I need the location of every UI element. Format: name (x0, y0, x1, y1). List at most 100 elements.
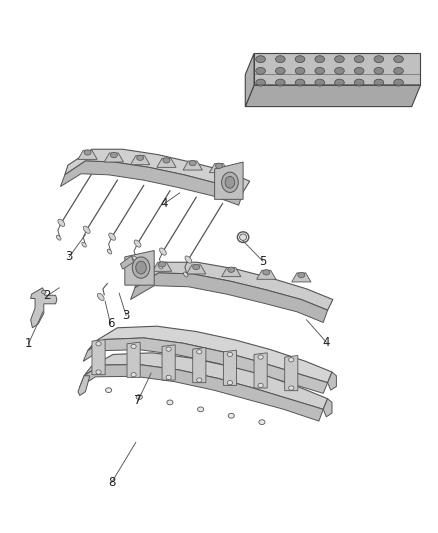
Ellipse shape (197, 378, 202, 382)
Ellipse shape (228, 267, 235, 272)
Ellipse shape (354, 56, 364, 63)
Ellipse shape (354, 68, 364, 74)
Ellipse shape (295, 68, 305, 74)
Ellipse shape (222, 172, 238, 192)
Ellipse shape (84, 150, 91, 155)
Ellipse shape (166, 375, 171, 379)
Ellipse shape (227, 381, 233, 385)
Text: 6: 6 (106, 317, 114, 330)
Polygon shape (88, 326, 332, 383)
Ellipse shape (256, 68, 265, 74)
Polygon shape (222, 268, 241, 277)
Ellipse shape (315, 79, 325, 86)
Ellipse shape (132, 257, 150, 278)
Text: 3: 3 (123, 309, 130, 322)
Ellipse shape (228, 414, 234, 418)
Text: 7: 7 (134, 394, 142, 407)
Ellipse shape (225, 176, 235, 188)
Ellipse shape (237, 232, 249, 243)
Ellipse shape (158, 264, 162, 269)
Ellipse shape (315, 68, 325, 74)
Ellipse shape (259, 420, 265, 424)
Ellipse shape (133, 256, 137, 261)
Polygon shape (135, 262, 333, 310)
Ellipse shape (42, 290, 46, 294)
Ellipse shape (258, 383, 263, 387)
Polygon shape (245, 53, 254, 107)
Ellipse shape (394, 68, 403, 74)
Polygon shape (92, 340, 105, 375)
Text: 4: 4 (322, 336, 330, 349)
Ellipse shape (58, 219, 65, 227)
Polygon shape (65, 149, 250, 192)
Polygon shape (104, 153, 124, 162)
Polygon shape (254, 353, 267, 388)
Ellipse shape (163, 158, 170, 163)
Polygon shape (254, 53, 420, 85)
Ellipse shape (137, 155, 144, 160)
Ellipse shape (256, 56, 265, 63)
Ellipse shape (106, 387, 112, 392)
Text: 5: 5 (259, 255, 266, 268)
Polygon shape (78, 150, 97, 159)
Polygon shape (60, 161, 243, 205)
Ellipse shape (256, 79, 265, 86)
Polygon shape (193, 348, 206, 383)
Ellipse shape (315, 56, 325, 63)
Polygon shape (131, 273, 328, 322)
Polygon shape (152, 262, 172, 271)
Polygon shape (245, 85, 420, 107)
Ellipse shape (374, 68, 384, 74)
Ellipse shape (110, 152, 117, 158)
Polygon shape (209, 164, 229, 173)
Polygon shape (127, 342, 140, 377)
Polygon shape (120, 256, 134, 269)
Text: 2: 2 (43, 289, 51, 302)
Polygon shape (157, 158, 176, 167)
Ellipse shape (97, 293, 104, 301)
Ellipse shape (335, 68, 344, 74)
Ellipse shape (295, 79, 305, 86)
Ellipse shape (57, 235, 61, 240)
Ellipse shape (394, 56, 403, 63)
Ellipse shape (215, 163, 223, 168)
Ellipse shape (96, 342, 101, 346)
Ellipse shape (335, 79, 344, 86)
Polygon shape (257, 270, 276, 279)
Polygon shape (125, 251, 154, 285)
Ellipse shape (131, 344, 136, 349)
Polygon shape (31, 288, 57, 328)
Ellipse shape (136, 261, 146, 274)
Ellipse shape (227, 352, 233, 357)
Ellipse shape (374, 56, 384, 63)
Ellipse shape (193, 264, 200, 270)
Ellipse shape (198, 407, 204, 411)
Ellipse shape (354, 79, 364, 86)
Ellipse shape (289, 386, 294, 390)
Ellipse shape (159, 262, 166, 267)
Ellipse shape (167, 400, 173, 405)
Ellipse shape (258, 355, 263, 359)
Ellipse shape (289, 358, 294, 362)
Ellipse shape (394, 79, 403, 86)
Polygon shape (80, 365, 323, 421)
Polygon shape (78, 376, 90, 395)
Ellipse shape (184, 272, 188, 277)
Polygon shape (131, 156, 150, 165)
Ellipse shape (240, 234, 247, 240)
Ellipse shape (276, 68, 285, 74)
Ellipse shape (298, 272, 305, 278)
Ellipse shape (131, 373, 136, 377)
Ellipse shape (335, 56, 344, 63)
Ellipse shape (136, 394, 142, 400)
Polygon shape (187, 265, 206, 274)
Polygon shape (183, 161, 202, 170)
Ellipse shape (134, 240, 141, 247)
Ellipse shape (374, 79, 384, 86)
Ellipse shape (197, 350, 202, 354)
Ellipse shape (276, 56, 285, 63)
Ellipse shape (96, 370, 101, 374)
Polygon shape (223, 350, 237, 385)
Polygon shape (162, 345, 175, 380)
Ellipse shape (107, 249, 112, 254)
